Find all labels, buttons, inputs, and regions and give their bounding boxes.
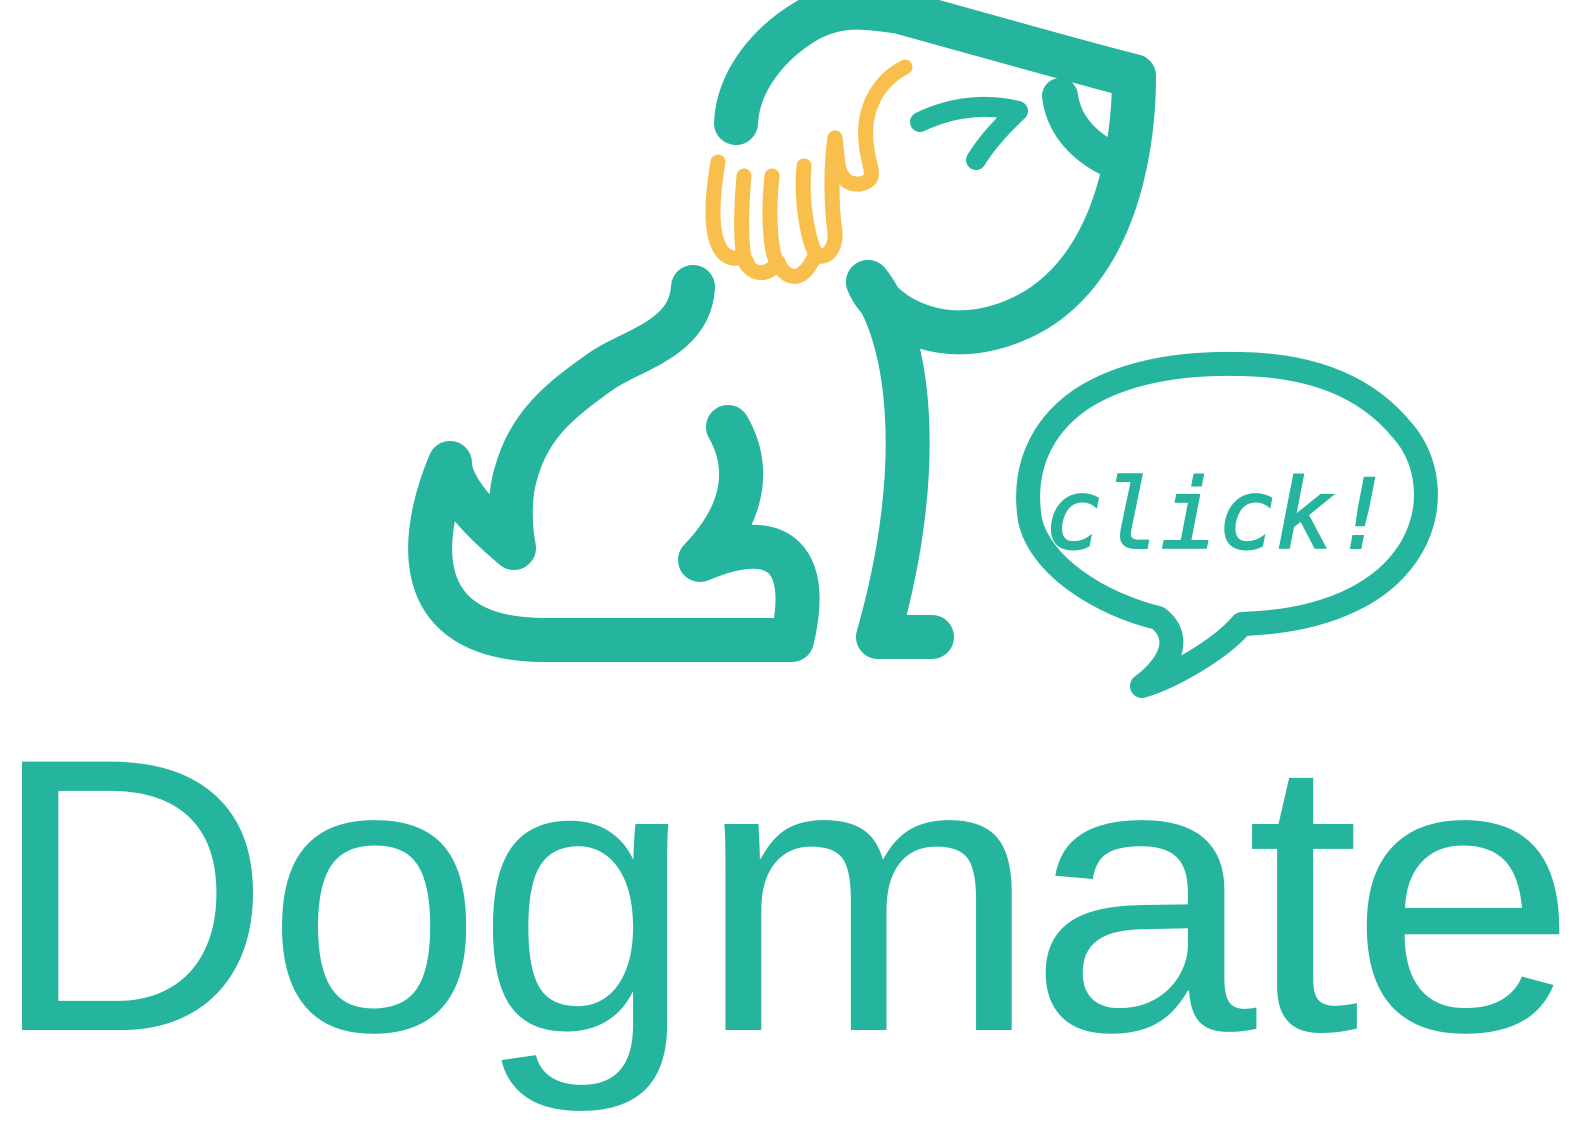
hand-finger-gap-2: [770, 176, 778, 262]
speech-bubble-icon: click!: [1028, 364, 1426, 686]
dog-eye: [920, 107, 1018, 160]
hand-finger-gap-3: [803, 166, 818, 256]
speech-bubble-text: click!: [1045, 459, 1392, 571]
dog-back: [430, 287, 797, 640]
dog-ear-flap: [1060, 96, 1108, 158]
brand-wordmark-first: Dog: [0, 677, 687, 1115]
brand-wordmark-second: mate: [697, 677, 1567, 1113]
hand-thumb: [835, 67, 905, 184]
hand-finger-gap-1: [742, 176, 748, 266]
